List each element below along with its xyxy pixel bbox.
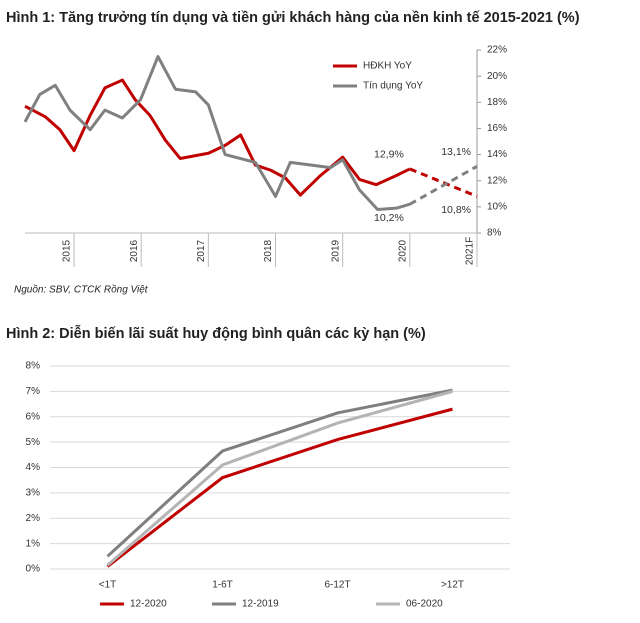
legend-label: 12-2020 [130, 599, 167, 610]
legend-label: 06-2020 [406, 599, 443, 610]
x-tick-label: 2018 [263, 239, 274, 262]
y-tick-label: 16% [487, 123, 507, 134]
y-tick-label: 12% [487, 175, 507, 186]
y-tick-label: 8% [26, 361, 41, 372]
x-tick-label: 2019 [330, 239, 341, 262]
legend-label: HĐKH YoY [363, 61, 412, 72]
annotation: 10,8% [441, 204, 471, 216]
y-tick-label: 22% [487, 45, 507, 56]
series-line [106, 407, 453, 568]
y-tick-label: 18% [487, 97, 507, 108]
x-tick-label: 2015 [62, 239, 73, 262]
y-tick-label: 6% [26, 411, 41, 422]
y-tick-label: 3% [26, 488, 41, 499]
y-tick-label: 10% [487, 201, 507, 212]
series-line [23, 55, 411, 211]
series-line [409, 167, 478, 198]
x-tick-label: <1T [99, 580, 117, 591]
legend-label: Tín dụng YoY [363, 81, 423, 92]
y-tick-label: 8% [487, 228, 502, 239]
y-tick-label: 7% [26, 386, 41, 397]
y-tick-label: 20% [487, 71, 507, 82]
y-tick-label: 2% [26, 513, 41, 524]
series-line [409, 165, 478, 206]
series-line [106, 388, 453, 558]
x-tick-label: 6-12T [324, 580, 350, 591]
chart-title: Hình 2: Diễn biến lãi suất huy động bình… [6, 325, 426, 342]
x-tick-label: >12T [441, 580, 464, 591]
y-tick-label: 5% [26, 437, 41, 448]
annotation: 13,1% [441, 146, 471, 158]
x-tick-label: 2017 [196, 239, 207, 262]
y-tick-label: 14% [487, 149, 507, 160]
legend-label: 12-2019 [242, 599, 279, 610]
x-tick-label: 2021F [465, 237, 476, 265]
chart-title: Hình 1: Tăng trưởng tín dụng và tiền gửi… [6, 10, 580, 26]
annotation: 12,9% [374, 149, 404, 161]
series-line [106, 389, 453, 567]
annotation: 10,2% [374, 212, 404, 224]
x-tick-label: 2016 [129, 239, 140, 262]
source-note: Nguồn: SBV, CTCK Rồng Việt [14, 284, 149, 296]
series-line [24, 78, 411, 197]
y-tick-label: 0% [26, 564, 41, 575]
x-tick-label: 2020 [397, 239, 408, 262]
y-tick-label: 4% [26, 462, 41, 473]
y-tick-label: 1% [26, 538, 41, 549]
x-tick-label: 1-6T [212, 580, 233, 591]
